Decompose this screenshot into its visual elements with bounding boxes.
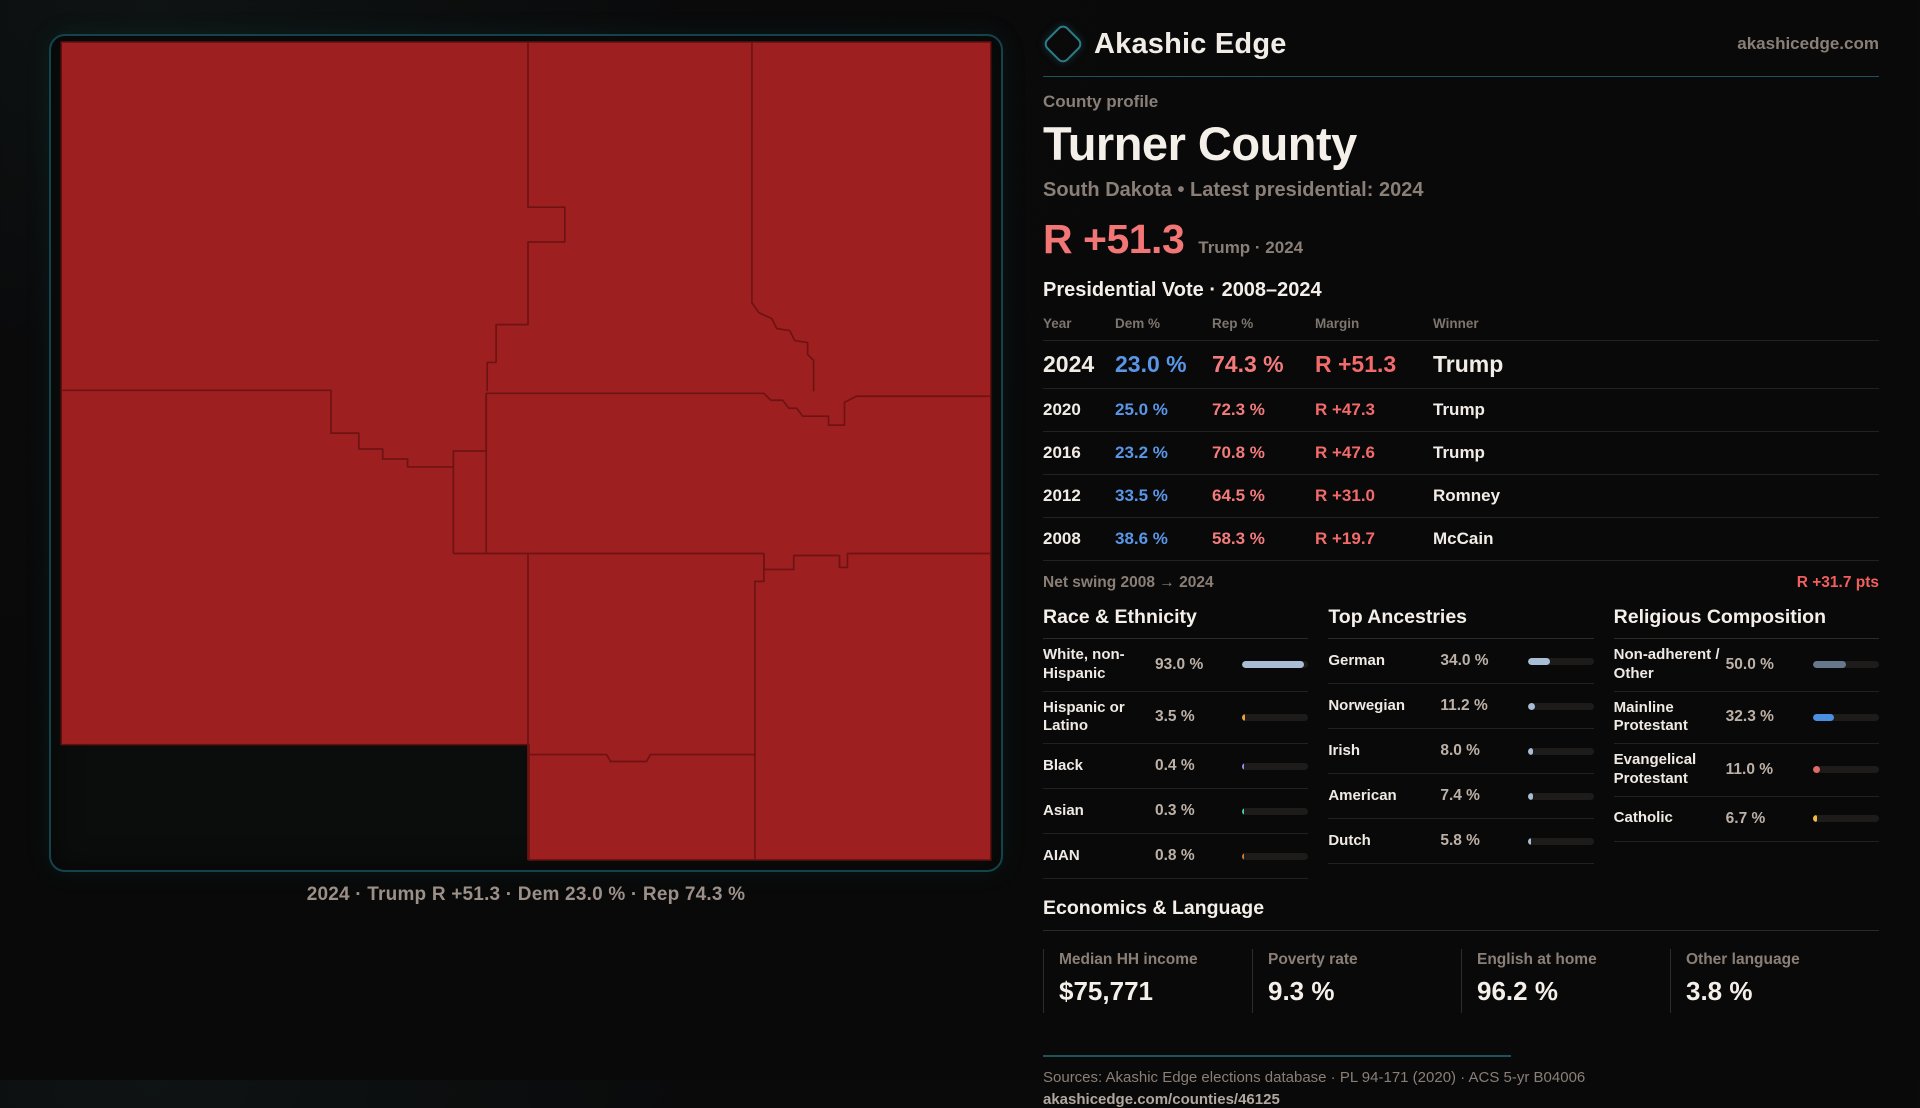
- stat-card: Other language 3.8 %: [1670, 949, 1879, 1013]
- brand-name: Akashic Edge: [1094, 27, 1287, 60]
- stat-row: Irish 8.0 %: [1328, 729, 1594, 774]
- panel-race-ethnicity: Race & Ethnicity White, non-Hispanic 93.…: [1043, 606, 1309, 879]
- stat-row: Norwegian 11.2 %: [1328, 684, 1594, 729]
- page-subtitle: South Dakota • Latest presidential: 2024: [1043, 179, 1424, 201]
- panel-title: Top Ancestries: [1328, 606, 1594, 639]
- brand-header: Akashic Edge akashicedge.com: [1041, 22, 1879, 77]
- stat-card: Median HH income $75,771: [1043, 949, 1252, 1013]
- headline-margin-value: R +51.3: [1043, 216, 1185, 262]
- stat-bar: [1242, 661, 1309, 669]
- footer-divider: [1043, 1055, 1511, 1057]
- eyebrow-label: County profile: [1043, 92, 1159, 111]
- panel-religious-composition: Religious Composition Non-adherent / Oth…: [1613, 606, 1879, 879]
- stat-row: Asian 0.3 %: [1043, 789, 1309, 834]
- stat-bar: [1527, 837, 1594, 845]
- net-swing-label: Net swing 2008 → 2024: [1043, 574, 1214, 591]
- map-caption: 2024 · Trump R +51.3 · Dem 23.0 % · Rep …: [306, 884, 746, 905]
- county-profile-card: Akashic Edge akashicedge.com County prof…: [1041, 22, 1879, 1108]
- panel-title: Religious Composition: [1613, 606, 1879, 639]
- stat-bar: [1813, 815, 1879, 822]
- headline-margin: R +51.3 Trump · 2024: [1043, 216, 1879, 263]
- table-row[interactable]: 2016 23.2 % 70.8 % R +47.6 Trump: [1043, 432, 1879, 475]
- panel-title: Race & Ethnicity: [1043, 606, 1309, 639]
- stat-row: Evangelical Protestant 11.0 %: [1613, 744, 1879, 797]
- stat-bar: [1242, 807, 1309, 815]
- stat-row: Mainline Protestant 32.3 %: [1613, 692, 1879, 744]
- table-row[interactable]: 2020 25.0 % 72.3 % R +47.3 Trump: [1043, 389, 1879, 432]
- stat-row: German 34.0 %: [1328, 639, 1594, 684]
- stat-bar: [1242, 762, 1309, 770]
- stat-row: Black 0.4 %: [1043, 744, 1309, 789]
- table-row[interactable]: 2012 33.5 % 64.5 % R +31.0 Romney: [1043, 475, 1879, 518]
- sources-text: Sources: Akashic Edge elections database…: [1043, 1069, 1586, 1086]
- page-title: Turner County: [1043, 117, 1357, 170]
- stat-row: Dutch 5.8 %: [1328, 819, 1594, 864]
- table-row[interactable]: 2024 23.0 % 74.3 % R +51.3 Trump: [1043, 341, 1879, 389]
- col-dem: Dem %: [1115, 316, 1161, 331]
- stat-bar: [1242, 852, 1309, 860]
- county-precinct-map: [60, 41, 992, 861]
- net-swing-row: Net swing 2008 → 2024 R +31.7 pts: [1043, 574, 1879, 592]
- stat-bar: [1527, 657, 1594, 665]
- economics-title: Economics & Language: [1043, 897, 1879, 931]
- stat-row: Catholic 6.7 %: [1613, 797, 1879, 842]
- brand-domain-link[interactable]: akashicedge.com: [1737, 34, 1879, 53]
- stat-bar: [1813, 713, 1879, 721]
- headline-margin-context: Trump · 2024: [1198, 238, 1304, 257]
- stat-row: AIAN 0.8 %: [1043, 834, 1309, 879]
- stat-bar: [1527, 702, 1594, 710]
- panel-top-ancestries: Top Ancestries German 34.0 % Norwegian 1…: [1328, 606, 1594, 879]
- demographic-panels: Race & Ethnicity White, non-Hispanic 93.…: [1043, 606, 1879, 879]
- stat-bar: [1242, 713, 1309, 721]
- economics-section: Economics & Language Median HH income $7…: [1043, 897, 1879, 1013]
- stat-card: English at home 96.2 %: [1461, 949, 1670, 1013]
- table-header-row: Year Dem % Rep % Margin Winner: [1043, 308, 1879, 341]
- table-title: Presidential Vote · 2008–2024: [1043, 279, 1322, 301]
- col-rep: Rep %: [1212, 316, 1254, 331]
- stat-row: American 7.4 %: [1328, 774, 1594, 819]
- stat-row: Hispanic or Latino 3.5 %: [1043, 692, 1309, 744]
- county-map-panel[interactable]: [49, 34, 1003, 872]
- col-margin: Margin: [1315, 316, 1360, 331]
- stat-bar: [1813, 766, 1879, 774]
- col-year: Year: [1043, 316, 1072, 331]
- sources-footer: Sources: Akashic Edge elections database…: [1043, 1055, 1879, 1108]
- stat-bar: [1527, 747, 1594, 755]
- economics-stats: Median HH income $75,771 Poverty rate 9.…: [1043, 949, 1879, 1013]
- stat-card: Poverty rate 9.3 %: [1252, 949, 1461, 1013]
- permalink[interactable]: akashicedge.com/counties/46125: [1043, 1091, 1280, 1108]
- stat-bar: [1527, 792, 1594, 800]
- stat-row: Non-adherent / Other 50.0 %: [1613, 639, 1879, 692]
- stat-bar: [1813, 661, 1879, 669]
- presidential-vote-table: Year Dem % Rep % Margin Winner 2024 23.0…: [1043, 308, 1879, 561]
- stat-row: White, non-Hispanic 93.0 %: [1043, 639, 1309, 692]
- net-swing-value: R +31.7 pts: [1796, 574, 1879, 591]
- table-row[interactable]: 2008 38.6 % 58.3 % R +19.7 McCain: [1043, 518, 1879, 561]
- col-winner: Winner: [1433, 316, 1479, 331]
- diamond-icon: [1041, 22, 1085, 66]
